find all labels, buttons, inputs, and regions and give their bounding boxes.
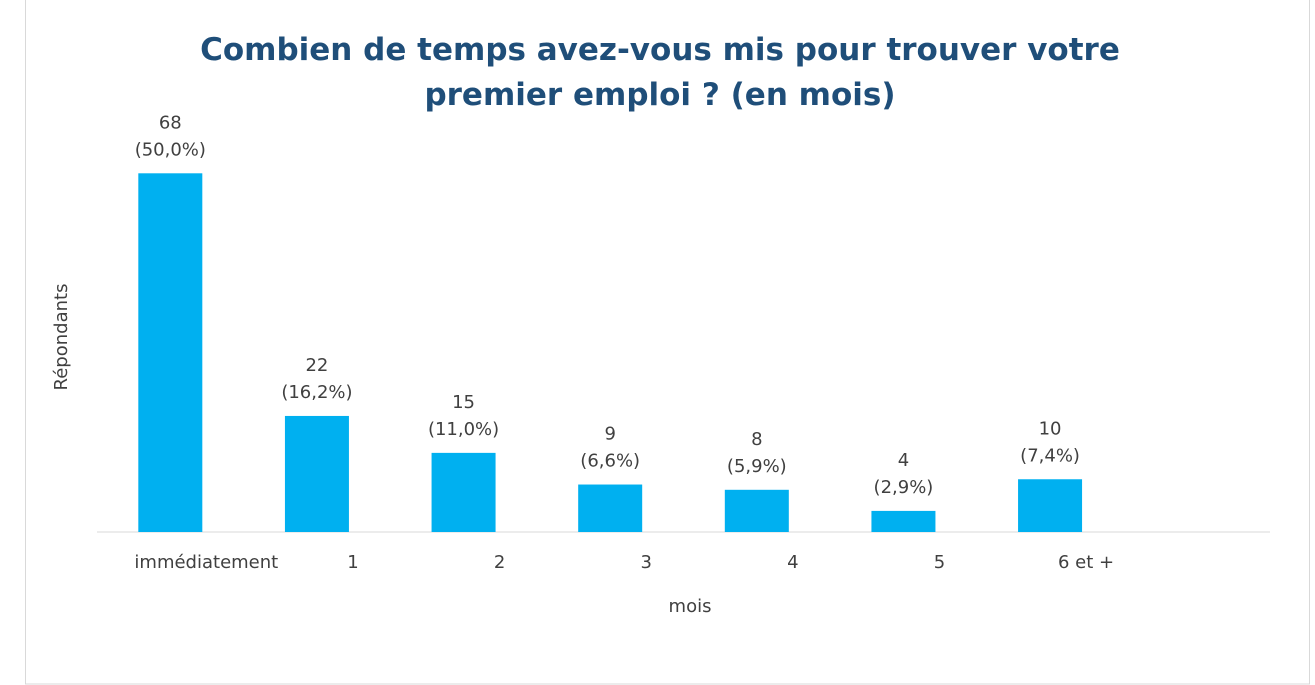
bar [138, 173, 203, 533]
y-axis-label: Répondants [51, 284, 72, 391]
x-tick-label: 5 [934, 552, 945, 573]
bar [284, 415, 349, 532]
data-label: 9 [604, 424, 615, 445]
x-tick-label: 2 [494, 552, 505, 573]
chart-border [25, 0, 1310, 685]
data-label: 4 [898, 450, 909, 471]
data-label: 15 [452, 392, 475, 413]
x-tick-label: 6 et + [1058, 552, 1114, 573]
bar [724, 489, 789, 532]
bar [871, 510, 936, 532]
percent-label: (11,0%) [428, 419, 499, 440]
data-label: 8 [751, 429, 762, 450]
x-tick-label: 3 [640, 552, 651, 573]
percent-label: (2,9%) [874, 477, 934, 498]
data-label: 10 [1039, 418, 1062, 439]
percent-label: (50,0%) [135, 139, 206, 160]
data-label: 68 [159, 112, 182, 133]
bar [431, 452, 496, 532]
percent-label: (6,6%) [580, 451, 640, 472]
x-tick-label: immédiatement [134, 552, 278, 573]
chart-title: Combien de temps avez-vous mis pour trou… [200, 32, 1120, 113]
bar [578, 484, 643, 532]
percent-label: (16,2%) [281, 382, 352, 403]
percent-label: (5,9%) [727, 456, 787, 477]
percent-label: (7,4%) [1020, 445, 1080, 466]
x-axis-label: mois [669, 596, 712, 617]
x-tick-label: 1 [347, 552, 358, 573]
x-tick-label: 4 [787, 552, 798, 573]
bar [1018, 479, 1083, 532]
data-label: 22 [305, 355, 328, 376]
